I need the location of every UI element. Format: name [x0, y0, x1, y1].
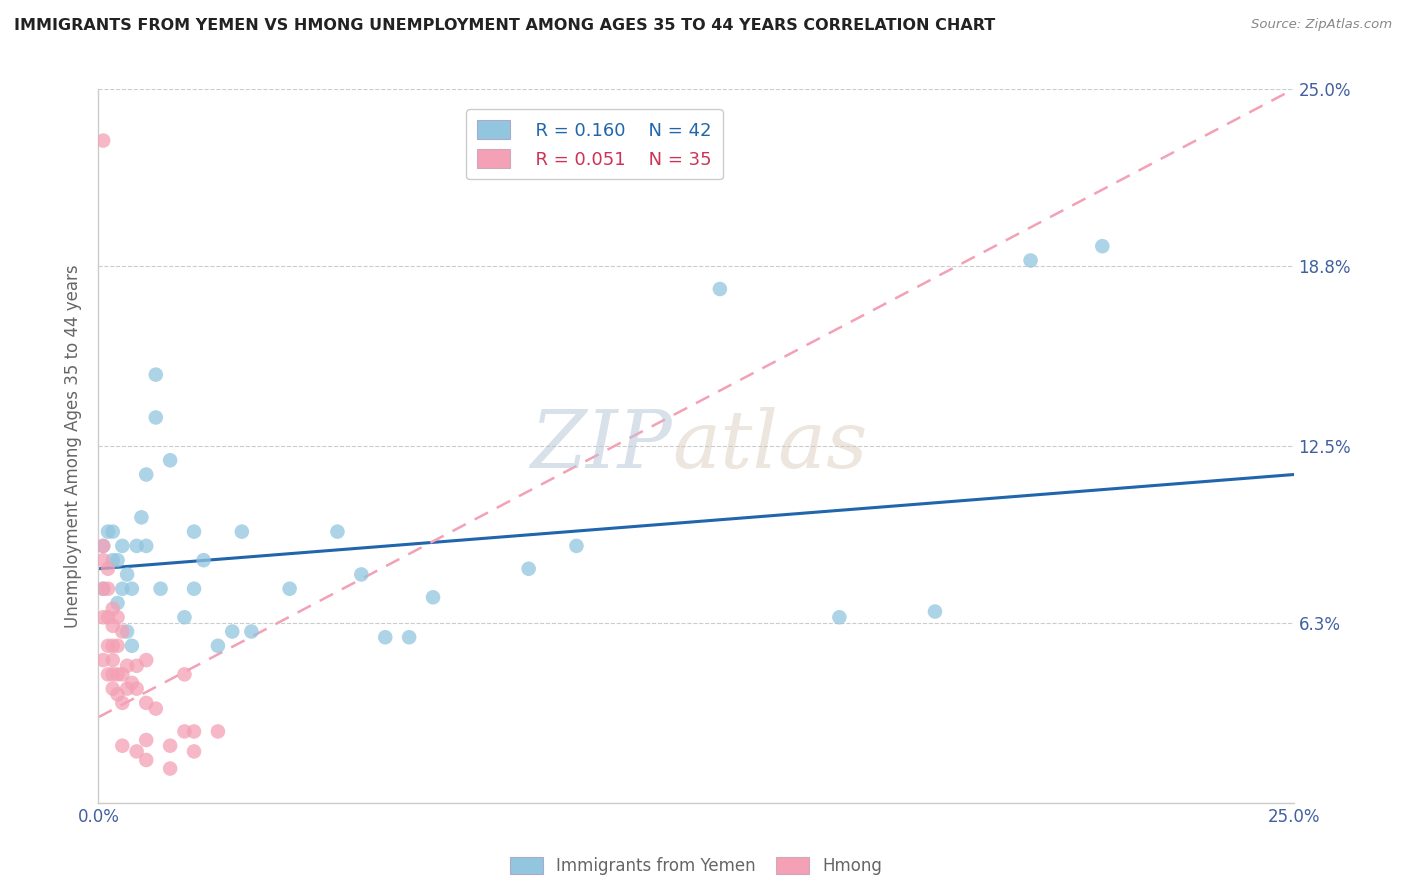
Point: [173, 667, 195, 681]
Point: [221, 624, 243, 639]
Point: [111, 696, 134, 710]
Point: [173, 724, 195, 739]
Point: [135, 696, 157, 710]
Point: [121, 639, 143, 653]
Point: [173, 610, 195, 624]
Point: [183, 582, 205, 596]
Point: [125, 539, 148, 553]
Text: atlas: atlas: [672, 408, 868, 484]
Point: [135, 733, 157, 747]
Point: [111, 739, 134, 753]
Point: [135, 467, 157, 482]
Point: [107, 553, 129, 567]
Point: [107, 687, 129, 701]
Point: [145, 701, 167, 715]
Point: [924, 605, 946, 619]
Point: [101, 619, 124, 633]
Point: [231, 524, 253, 539]
Point: [1091, 239, 1114, 253]
Point: [326, 524, 349, 539]
Point: [111, 539, 134, 553]
Point: [125, 744, 148, 758]
Point: [91, 582, 114, 596]
Point: [107, 596, 129, 610]
Point: [517, 562, 540, 576]
Point: [159, 762, 181, 776]
Point: [101, 524, 124, 539]
Point: [125, 658, 148, 673]
Point: [111, 667, 134, 681]
Point: [121, 676, 143, 690]
Point: [422, 591, 444, 605]
Point: [183, 744, 205, 758]
Point: [149, 582, 172, 596]
Point: [828, 610, 851, 624]
Point: [101, 681, 124, 696]
Point: [135, 653, 157, 667]
Point: [101, 601, 124, 615]
Point: [115, 658, 138, 673]
Point: [97, 562, 120, 576]
Point: [145, 368, 167, 382]
Point: [101, 667, 124, 681]
Point: [193, 553, 215, 567]
Y-axis label: Unemployment Among Ages 35 to 44 years: Unemployment Among Ages 35 to 44 years: [63, 264, 82, 628]
Point: [183, 724, 205, 739]
Point: [159, 453, 181, 467]
Point: [115, 624, 138, 639]
Point: [111, 624, 134, 639]
Point: [135, 539, 157, 553]
Point: [278, 582, 301, 596]
Text: Source: ZipAtlas.com: Source: ZipAtlas.com: [1251, 18, 1392, 31]
Point: [91, 134, 114, 148]
Point: [374, 630, 396, 644]
Point: [350, 567, 373, 582]
Text: IMMIGRANTS FROM YEMEN VS HMONG UNEMPLOYMENT AMONG AGES 35 TO 44 YEARS CORRELATIO: IMMIGRANTS FROM YEMEN VS HMONG UNEMPLOYM…: [14, 18, 995, 33]
Point: [107, 667, 129, 681]
Point: [240, 624, 263, 639]
Point: [91, 610, 114, 624]
Point: [135, 753, 157, 767]
Point: [101, 639, 124, 653]
Point: [115, 681, 138, 696]
Point: [97, 524, 120, 539]
Point: [159, 739, 181, 753]
Point: [145, 410, 167, 425]
Text: ZIP: ZIP: [530, 408, 672, 484]
Point: [709, 282, 731, 296]
Point: [91, 539, 114, 553]
Point: [97, 582, 120, 596]
Point: [97, 667, 120, 681]
Point: [91, 582, 114, 596]
Point: [125, 681, 148, 696]
Point: [207, 724, 229, 739]
Point: [207, 639, 229, 653]
Point: [115, 567, 138, 582]
Point: [97, 639, 120, 653]
Point: [91, 553, 114, 567]
Point: [91, 653, 114, 667]
Point: [91, 539, 114, 553]
Point: [183, 524, 205, 539]
Point: [97, 610, 120, 624]
Point: [131, 510, 153, 524]
Point: [121, 582, 143, 596]
Point: [398, 630, 420, 644]
Point: [101, 553, 124, 567]
Point: [107, 639, 129, 653]
Point: [107, 610, 129, 624]
Point: [111, 582, 134, 596]
Point: [565, 539, 588, 553]
Point: [101, 653, 124, 667]
Legend: Immigrants from Yemen, Hmong: Immigrants from Yemen, Hmong: [503, 850, 889, 882]
Point: [1019, 253, 1042, 268]
